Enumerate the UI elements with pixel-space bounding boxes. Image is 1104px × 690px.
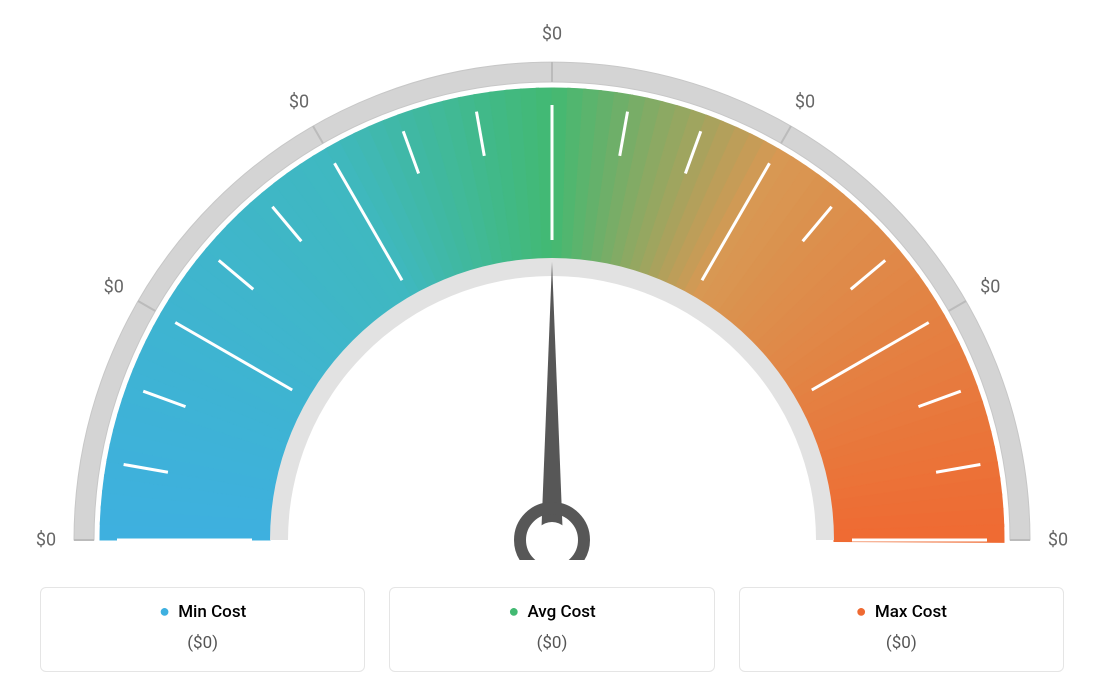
legend-card-min: ● Min Cost ($0) — [40, 587, 365, 672]
legend-row: ● Min Cost ($0) ● Avg Cost ($0) ● Max Co… — [40, 587, 1064, 672]
legend-value-avg: ($0) — [400, 633, 703, 653]
gauge-tick-label: $0 — [289, 91, 309, 112]
gauge-tick-label: $0 — [980, 277, 1000, 298]
legend-title-text: Avg Cost — [527, 602, 595, 622]
gauge-tick-label: $0 — [795, 91, 815, 112]
legend-title-text: Max Cost — [875, 602, 947, 622]
legend-card-avg: ● Avg Cost ($0) — [389, 587, 714, 672]
legend-title-avg: ● Avg Cost — [400, 602, 703, 623]
gauge-tick-label: $0 — [542, 24, 562, 45]
legend-card-max: ● Max Cost ($0) — [739, 587, 1064, 672]
legend-title-max: ● Max Cost — [750, 602, 1053, 623]
gauge-svg — [0, 0, 1104, 560]
gauge-tick-label: $0 — [104, 277, 124, 298]
bullet-icon: ● — [856, 601, 867, 622]
legend-title-min: ● Min Cost — [51, 602, 354, 623]
gauge-tick-label: $0 — [1048, 530, 1068, 551]
gauge-tick-label: $0 — [36, 530, 56, 551]
legend-value-min: ($0) — [51, 633, 354, 653]
bullet-icon: ● — [159, 601, 170, 622]
legend-title-text: Min Cost — [178, 602, 246, 622]
cost-gauge: $0 $0 $0 $0 $0 $0 $0 — [0, 0, 1104, 560]
legend-value-max: ($0) — [750, 633, 1053, 653]
bullet-icon: ● — [508, 601, 519, 622]
